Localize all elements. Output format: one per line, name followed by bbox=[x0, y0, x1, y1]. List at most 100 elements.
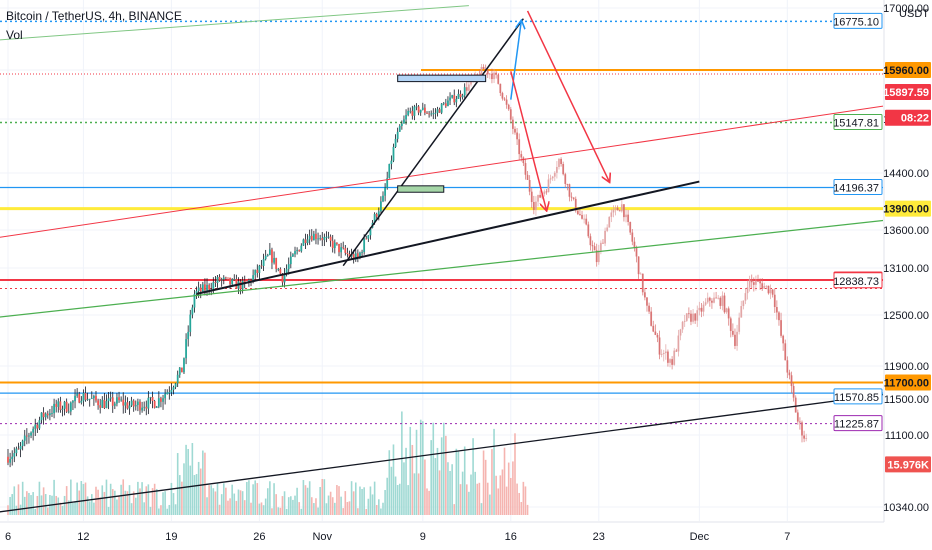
volume-bar bbox=[375, 504, 378, 515]
volume-bar bbox=[499, 475, 502, 515]
candle bbox=[635, 245, 638, 263]
candle bbox=[687, 307, 690, 319]
price-tag[interactable]: 15147.81 bbox=[833, 114, 883, 131]
candle bbox=[331, 235, 334, 253]
candle bbox=[767, 285, 770, 295]
volume-bar bbox=[252, 484, 254, 515]
price-tag[interactable]: 11225.87 bbox=[833, 415, 883, 432]
candle bbox=[398, 124, 401, 132]
candle bbox=[30, 431, 32, 439]
volume-bar bbox=[122, 479, 125, 515]
candle bbox=[354, 249, 357, 262]
volume-bar bbox=[202, 450, 204, 515]
price-tag[interactable]: 12838.73 bbox=[833, 272, 883, 289]
volume-bar bbox=[44, 494, 47, 515]
candle bbox=[7, 448, 9, 466]
candle bbox=[650, 307, 653, 327]
candle bbox=[488, 73, 491, 80]
candle bbox=[145, 400, 148, 416]
volume-bar bbox=[283, 491, 286, 515]
volume-bar bbox=[34, 508, 37, 515]
trendline[interactable] bbox=[342, 18, 524, 267]
candle bbox=[654, 324, 657, 336]
volume-bar bbox=[195, 474, 198, 515]
volume-indicator-label[interactable]: Vol bbox=[6, 28, 23, 42]
volume-bar bbox=[80, 481, 83, 515]
candle bbox=[518, 133, 521, 160]
trendline[interactable] bbox=[196, 180, 700, 295]
volume-bar bbox=[359, 486, 361, 515]
price-tag[interactable]: 08:22 bbox=[885, 109, 931, 126]
candle bbox=[532, 195, 535, 215]
candle bbox=[436, 106, 439, 117]
candle bbox=[101, 396, 104, 409]
candle bbox=[233, 274, 236, 281]
volume-bar bbox=[520, 502, 523, 515]
candle bbox=[773, 288, 776, 313]
candle bbox=[669, 358, 671, 368]
volume-bar bbox=[149, 506, 152, 515]
volume-bar bbox=[23, 496, 26, 515]
volume-bar bbox=[266, 488, 269, 515]
volume-bar bbox=[101, 485, 104, 515]
zone-box[interactable] bbox=[397, 74, 487, 83]
candle bbox=[711, 298, 713, 309]
price-tag[interactable]: 16775.10 bbox=[833, 12, 883, 29]
symbol-title[interactable]: Bitcoin / TetherUS, 4h, BINANCE bbox=[6, 9, 182, 23]
candle bbox=[537, 194, 539, 207]
volume-bar bbox=[459, 484, 462, 515]
candle bbox=[721, 291, 724, 311]
candle bbox=[415, 103, 418, 111]
candle bbox=[273, 251, 275, 265]
candle bbox=[11, 450, 14, 466]
price-tag[interactable]: 11700.00 bbox=[884, 374, 931, 391]
volume-bar bbox=[258, 503, 261, 515]
volume-bar bbox=[170, 482, 173, 515]
price-tag[interactable]: 15960.00 bbox=[883, 62, 931, 78]
projection-arrow[interactable] bbox=[510, 71, 547, 210]
candle bbox=[725, 307, 728, 314]
volume-bar bbox=[199, 468, 202, 515]
candle bbox=[323, 233, 326, 247]
projection-arrow[interactable] bbox=[526, 10, 610, 182]
time-tick-label: 7 bbox=[784, 531, 790, 543]
volume-bar bbox=[237, 489, 240, 515]
price-tag[interactable]: 11570.85 bbox=[833, 388, 883, 405]
candle bbox=[658, 330, 661, 360]
volume-bar bbox=[415, 429, 418, 515]
volume-bar bbox=[386, 477, 388, 515]
candle bbox=[380, 196, 382, 215]
volume-bar bbox=[206, 497, 208, 515]
candle bbox=[361, 249, 363, 258]
projection-arrow[interactable] bbox=[510, 21, 521, 100]
price-tag[interactable]: 15.976K bbox=[885, 456, 931, 473]
volume-bar bbox=[72, 502, 74, 515]
volume-bar bbox=[91, 494, 93, 515]
volume-bar bbox=[67, 500, 70, 515]
volume-bar bbox=[279, 507, 282, 515]
candle bbox=[319, 234, 322, 241]
price-tag[interactable]: 14196.37 bbox=[833, 179, 883, 196]
candle bbox=[342, 241, 345, 250]
candle bbox=[72, 400, 74, 411]
zone-box[interactable] bbox=[397, 185, 445, 193]
trendline[interactable] bbox=[0, 105, 884, 239]
candle bbox=[46, 410, 49, 419]
trendline[interactable] bbox=[0, 219, 884, 318]
candle bbox=[122, 392, 125, 414]
svg-text:12838.73: 12838.73 bbox=[833, 276, 879, 288]
candle bbox=[55, 399, 58, 413]
volume-bar bbox=[476, 483, 479, 515]
time-axis[interactable]: 6 12 19 26 Nov 9 16 23 Dec 7 bbox=[0, 521, 932, 550]
candle bbox=[346, 247, 349, 258]
volume-bar bbox=[357, 508, 359, 515]
volume-bar bbox=[191, 443, 194, 515]
price-tag[interactable]: 15897.59 bbox=[883, 84, 931, 101]
price-tag[interactable]: 13900.00 bbox=[883, 200, 931, 217]
volume-bar bbox=[489, 494, 491, 515]
trendline[interactable] bbox=[0, 393, 884, 514]
trendline[interactable] bbox=[0, 5, 469, 41]
volume-bar bbox=[455, 448, 458, 515]
candle bbox=[643, 287, 646, 301]
